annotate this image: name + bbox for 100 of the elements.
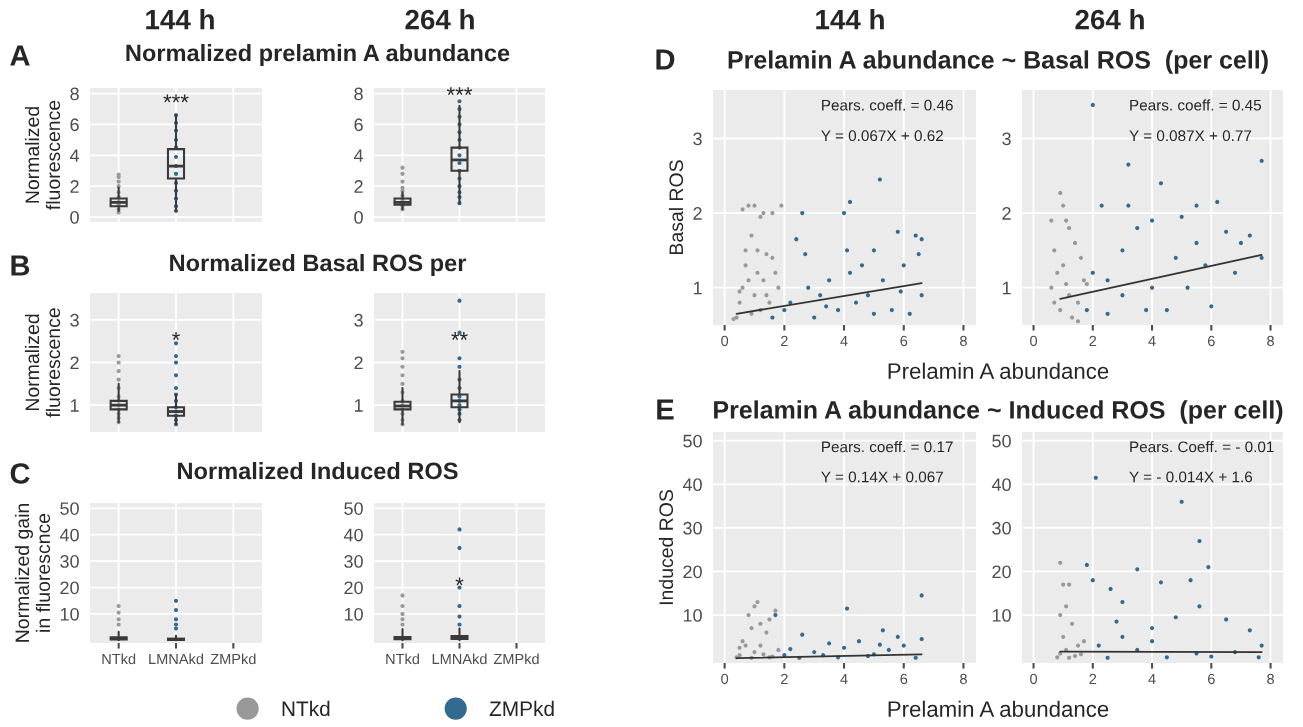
annotation: Y = - 0.014X + 1.6 — [1129, 471, 1253, 483]
annotation: Y = 0.067X + 0.62 — [821, 130, 943, 142]
x-tick-label: 4 — [840, 673, 848, 684]
annotation: Pears. coeff. = 0.17 — [822, 441, 953, 453]
y-tick-label: 10 — [992, 608, 1011, 622]
y-axis-title: Normalized fluorescence — [24, 308, 61, 418]
x-tick-label: 2 — [781, 673, 788, 684]
y-tick-label: 1 — [1002, 281, 1011, 295]
y-tick-label: 10 — [344, 607, 363, 621]
y-tick-label: 30 — [60, 555, 79, 568]
text: D — [656, 49, 675, 70]
y-tick-label: 4 — [69, 149, 80, 162]
y-tick-label: 2 — [1002, 207, 1011, 220]
annotation: ** — [451, 332, 468, 340]
text: 144 h — [816, 9, 884, 30]
y-tick-label: 2 — [354, 356, 363, 370]
y-tick-label: 3 — [70, 313, 79, 327]
x-tick-label: 0 — [1030, 673, 1038, 685]
y-tick-label: 50 — [683, 434, 702, 448]
annotation: * — [455, 577, 464, 586]
annotation: Y = 0.087X + 0.77 — [1129, 130, 1252, 142]
y-tick-label: 30 — [992, 521, 1011, 535]
x-tick-label: 6 — [1207, 673, 1215, 685]
annotation: Pears. Coeff. = - 0.01 — [1130, 441, 1274, 453]
y-tick-label: 8 — [70, 87, 79, 101]
y-tick-label: 1 — [693, 281, 702, 295]
text: 144 h — [146, 9, 214, 30]
x-tick-label: 4 — [840, 335, 848, 346]
x-tick-label: 0 — [721, 673, 729, 685]
legend-label: NTkd — [282, 700, 330, 717]
y-tick-label: 2 — [70, 356, 79, 370]
text: A — [10, 45, 30, 66]
text: Normalized prelamin A abundance — [126, 44, 510, 66]
x-tick-label: 6 — [900, 335, 908, 347]
annotation: Y = 0.14X + 0.067 — [821, 471, 943, 483]
y-tick-label: 10 — [683, 608, 702, 622]
y-tick-label: 8 — [354, 87, 363, 101]
y-tick-label: 30 — [683, 521, 702, 535]
x-axis-title: Prelamin A abundance — [888, 362, 1109, 379]
y-tick-label: 2 — [354, 180, 363, 193]
annotation: *** — [163, 94, 189, 103]
y-tick-label: 30 — [344, 555, 363, 568]
y-tick-label: 2 — [70, 180, 79, 193]
x-tick-label: 6 — [1207, 335, 1215, 347]
y-tick-label: 20 — [992, 565, 1011, 579]
y-tick-label: 50 — [344, 502, 363, 515]
text: 264 h — [405, 9, 474, 30]
text: 264 h — [1075, 9, 1144, 30]
x-tick-label: 0 — [1030, 335, 1038, 347]
x-tick-label: 8 — [960, 673, 967, 685]
x-tick-label: 2 — [1089, 673, 1097, 684]
y-tick-label: 40 — [59, 528, 79, 542]
y-tick-label: 6 — [70, 118, 79, 132]
y-tick-label: 6 — [354, 118, 363, 132]
legend-label: ZMPkd — [489, 700, 554, 717]
x-tick-label: NTkd — [102, 653, 136, 665]
annotation: Pears. coeff. = 0.45 — [1130, 99, 1262, 111]
x-tick-label: ZMPkd — [210, 653, 256, 665]
y-tick-label: 10 — [60, 607, 79, 621]
y-tick-label: 20 — [60, 581, 79, 595]
y-axis-title: Normalized gain in fluorescnce — [14, 504, 51, 642]
x-tick-label: 8 — [1267, 673, 1274, 685]
text: C — [10, 463, 30, 484]
x-tick-label: LMNAkd — [432, 653, 487, 665]
x-tick-label: NTkd — [386, 653, 419, 665]
y-tick-label: 40 — [343, 528, 363, 542]
text: B — [11, 255, 30, 276]
y-tick-label: 3 — [354, 313, 363, 327]
x-tick-label: 8 — [1267, 335, 1274, 347]
x-tick-label: 8 — [960, 335, 967, 347]
y-tick-label: 3 — [693, 132, 702, 146]
y-tick-label: 0 — [70, 210, 79, 224]
annotation: Pears. coeff. = 0.46 — [822, 99, 953, 111]
x-tick-label: 6 — [900, 673, 908, 685]
y-tick-label: 50 — [60, 502, 79, 515]
y-axis-title: Basal ROS — [668, 160, 684, 254]
text: Normalized Basal ROS per — [170, 254, 467, 276]
y-tick-label: 40 — [682, 478, 702, 492]
y-tick-label: 1 — [354, 399, 363, 412]
x-tick-label: LMNAkd — [149, 653, 204, 665]
x-tick-label: 2 — [781, 335, 788, 346]
x-tick-label: 0 — [721, 335, 729, 347]
x-tick-label: 4 — [1148, 673, 1156, 684]
y-tick-label: 3 — [1002, 132, 1011, 146]
text: Normalized Induced ROS — [178, 461, 458, 480]
x-axis-title: Prelamin A abundance — [888, 700, 1109, 717]
chart-title: Prelamin A abundance ~ Induced ROS (per cell) — [714, 400, 1283, 424]
x-tick-label: ZMPkd — [493, 653, 539, 665]
y-tick-label: 4 — [353, 149, 364, 162]
y-tick-label: 20 — [344, 581, 363, 595]
x-tick-label: 4 — [1148, 335, 1156, 346]
y-tick-label: 20 — [683, 565, 702, 579]
y-tick-label: 1 — [70, 399, 79, 412]
y-tick-label: 50 — [992, 434, 1011, 448]
chart-title: Prelamin A abundance ~ Basal ROS (per cell) — [728, 50, 1268, 74]
text: E — [657, 399, 674, 420]
annotation: *** — [446, 87, 473, 95]
x-tick-label: 2 — [1089, 335, 1097, 346]
y-axis-title: Induced ROS — [658, 490, 674, 605]
y-tick-label: 2 — [693, 207, 702, 220]
